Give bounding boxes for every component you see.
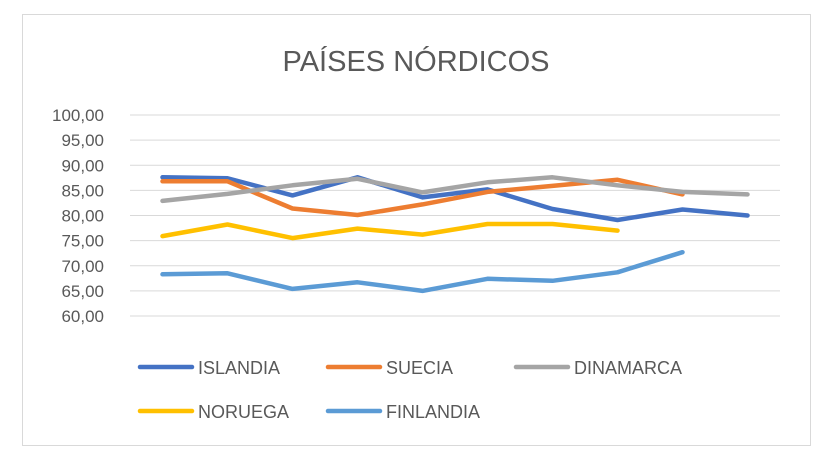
y-tick-label: 85,00	[61, 181, 104, 200]
y-tick-label: 65,00	[61, 282, 104, 301]
series-line-dinamarca	[160, 175, 750, 204]
chart-frame	[22, 14, 811, 446]
legend-item-noruega: NORUEGA	[137, 402, 289, 422]
legend-label: FINLANDIA	[386, 402, 480, 422]
legend-label: DINAMARCA	[574, 358, 682, 378]
legend-label: NORUEGA	[198, 402, 289, 422]
y-tick-label: 90,00	[61, 156, 104, 175]
legend-item-suecia: SUECIA	[325, 358, 453, 378]
chart-title: PAÍSES NÓRDICOS	[283, 45, 550, 78]
legend-label: ISLANDIA	[198, 358, 280, 378]
series-line-finlandia	[160, 249, 685, 294]
legend-item-islandia: ISLANDIA	[137, 358, 280, 378]
y-tick-label: 60,00	[61, 307, 104, 326]
legend-label: SUECIA	[386, 358, 453, 378]
y-axis-ticks: 100,00 95,00 90,00 85,00 80,00 75,00 70,00 65,0…	[52, 106, 104, 326]
legend-item-dinamarca: DINAMARCA	[513, 358, 682, 378]
y-tick-label: 95,00	[61, 131, 104, 150]
y-tick-label: 70,00	[61, 257, 104, 276]
series-line-noruega	[160, 221, 620, 241]
gridlines	[130, 114, 780, 317]
series-lines	[160, 175, 750, 294]
y-tick-label: 100,00	[52, 106, 104, 125]
legend-item-finlandia: FINLANDIA	[325, 402, 480, 422]
series-line-islandia	[160, 175, 750, 223]
y-tick-label: 80,00	[61, 207, 104, 226]
y-tick-label: 75,00	[61, 232, 104, 251]
legend: ISLANDIA SUECIA DINAMARCA NORUEGA FINLANDIA	[137, 358, 682, 422]
